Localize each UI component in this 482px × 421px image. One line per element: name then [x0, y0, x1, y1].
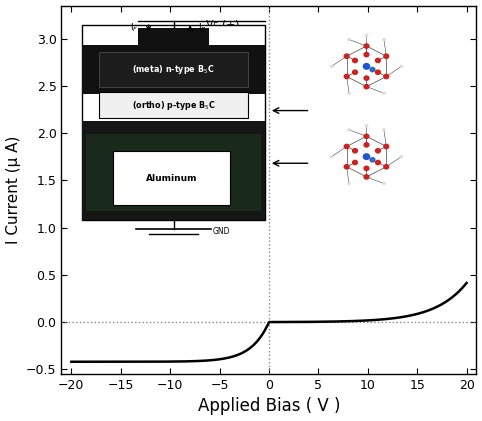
Circle shape	[384, 144, 388, 149]
Circle shape	[382, 38, 386, 41]
Text: V$_F$ (+): V$_F$ (+)	[205, 19, 240, 32]
Circle shape	[348, 182, 351, 185]
Circle shape	[400, 65, 403, 68]
Circle shape	[370, 158, 375, 162]
Circle shape	[363, 64, 370, 69]
Circle shape	[375, 160, 380, 165]
Circle shape	[364, 134, 369, 139]
Circle shape	[382, 92, 386, 95]
Circle shape	[344, 165, 349, 169]
Circle shape	[400, 155, 403, 158]
Circle shape	[353, 149, 358, 153]
Circle shape	[344, 54, 349, 59]
Circle shape	[375, 59, 380, 63]
Circle shape	[364, 76, 369, 80]
Y-axis label: I Current (μ A): I Current (μ A)	[6, 136, 21, 244]
Circle shape	[344, 144, 349, 149]
Circle shape	[375, 70, 380, 75]
Circle shape	[364, 44, 369, 48]
Circle shape	[384, 54, 388, 59]
Circle shape	[363, 154, 370, 160]
Circle shape	[384, 165, 388, 169]
Circle shape	[353, 59, 358, 63]
Circle shape	[375, 149, 380, 153]
Circle shape	[353, 70, 358, 75]
Circle shape	[364, 53, 369, 57]
Circle shape	[348, 38, 351, 41]
Circle shape	[382, 128, 386, 131]
Circle shape	[344, 75, 349, 79]
Circle shape	[348, 128, 351, 131]
Circle shape	[364, 166, 369, 171]
Circle shape	[370, 67, 375, 72]
Circle shape	[364, 143, 369, 147]
Circle shape	[365, 34, 368, 37]
Circle shape	[382, 182, 386, 185]
Circle shape	[364, 85, 369, 89]
Circle shape	[384, 75, 388, 79]
X-axis label: Applied Bias ( V ): Applied Bias ( V )	[198, 397, 340, 416]
Circle shape	[364, 175, 369, 179]
Circle shape	[330, 65, 333, 68]
Text: V$_R$ (-): V$_R$ (-)	[205, 40, 235, 54]
Circle shape	[353, 160, 358, 165]
Circle shape	[330, 155, 333, 158]
Circle shape	[348, 92, 351, 95]
Circle shape	[365, 124, 368, 127]
